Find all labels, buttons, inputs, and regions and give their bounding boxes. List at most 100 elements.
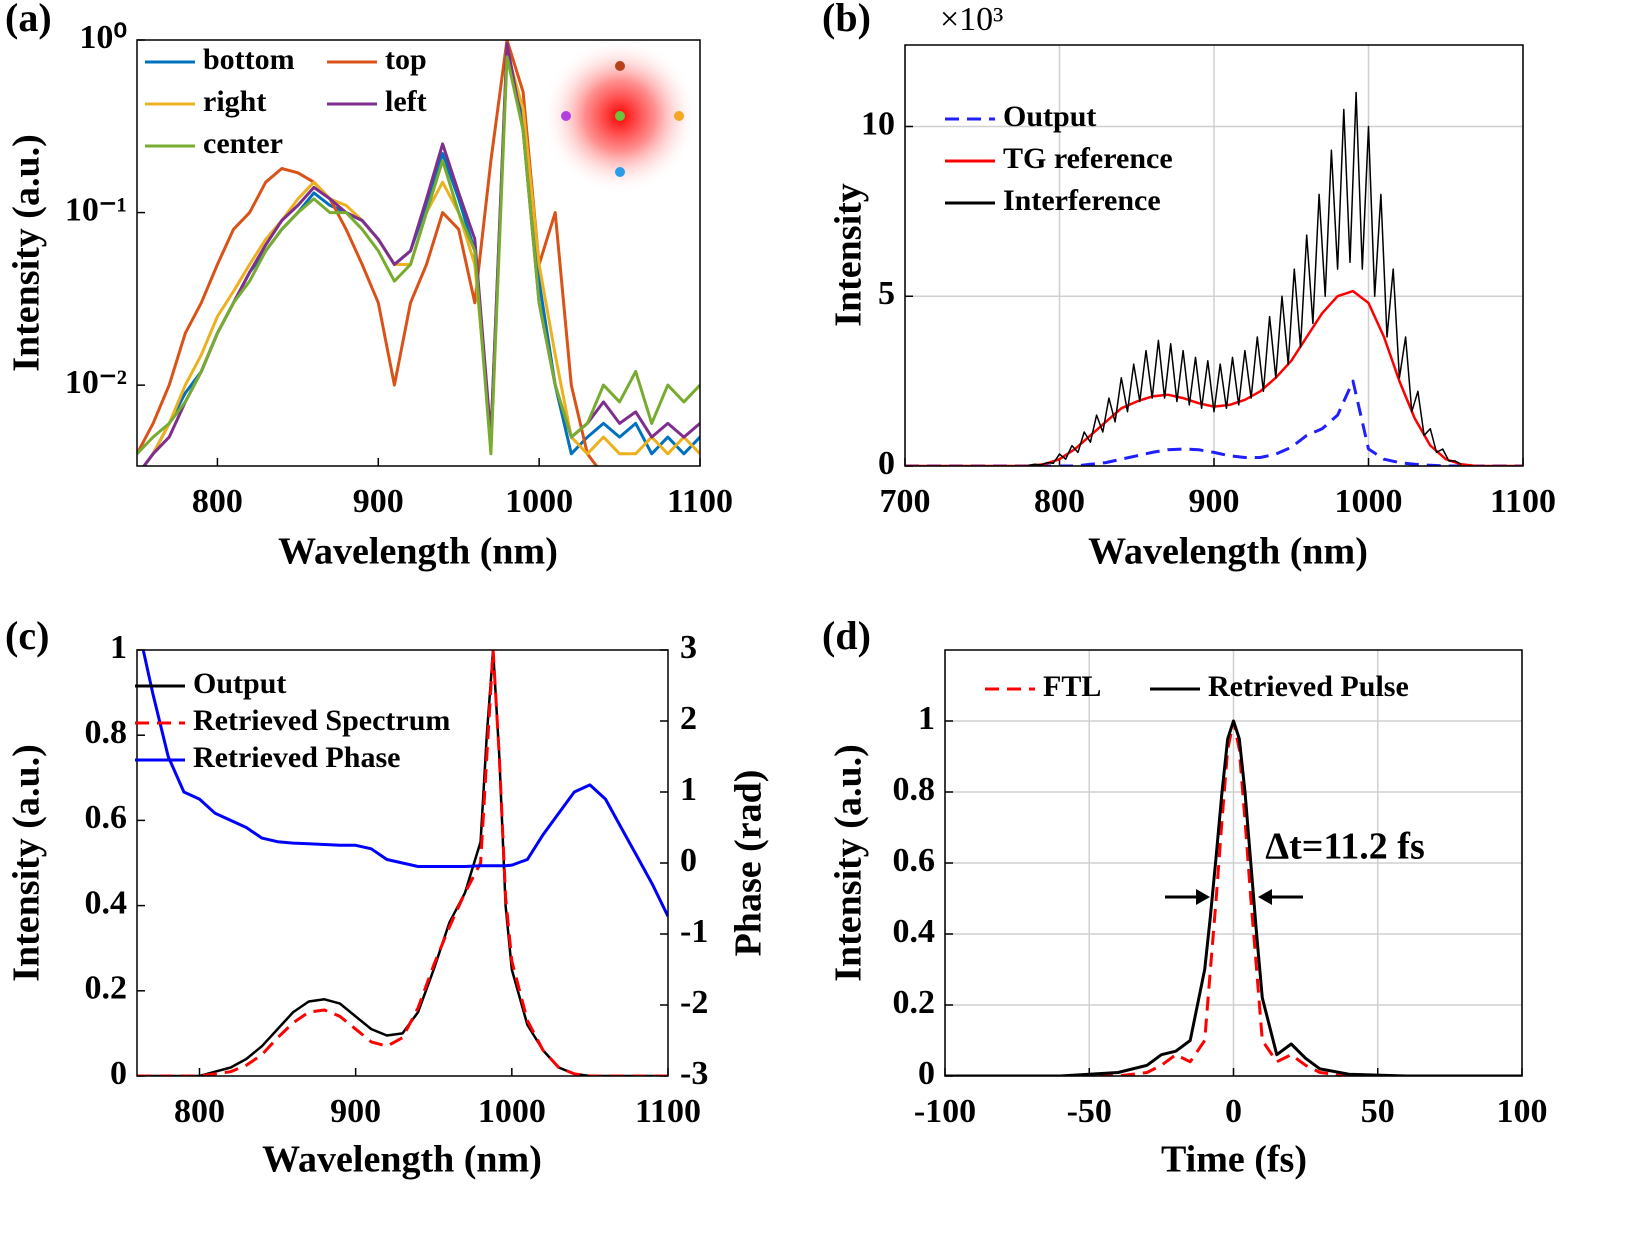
y-tick-label: 0.6 [85, 799, 128, 836]
data-line [905, 379, 1523, 466]
y-tick-label: 0 [110, 1055, 127, 1092]
axes-frame [944, 649, 1523, 1077]
y2-tick-label: 1 [680, 771, 697, 808]
data-line [1028, 91, 1462, 466]
y-tick-label: 10⁻¹ [65, 191, 127, 228]
plot-lines [137, 40, 700, 466]
panel-label: (a) [5, 0, 52, 40]
y-axis-label: Intensity (a.u.) [828, 744, 870, 982]
y-tick-label: 1 [918, 700, 935, 737]
y2-tick-label: -2 [680, 984, 708, 1021]
x-tick-label: 1100 [635, 1093, 701, 1130]
y2-axis-label: Phase (rad) [728, 770, 770, 957]
legend-label: Output [1003, 100, 1096, 133]
x-axis-label: Wavelength (nm) [1088, 531, 1368, 573]
panel: -100 -50 0 50 100 0 0.2 0.4 0.6 0.8 1 FTL Retrieved … [822, 613, 1548, 1181]
panel: 800 900 1000 1100 0 0.2 0.4 0.6 0.8 1 -3 -2 -1 0 1 2 3 Ou… [5, 613, 770, 1181]
axes-frame [136, 39, 701, 467]
y-tick-label: 0.4 [85, 884, 128, 921]
x-tick-label: 1000 [478, 1093, 546, 1130]
x-tick-label: 800 [192, 483, 243, 520]
y-tick-label: 10⁻² [65, 364, 127, 401]
plot-lines [137, 650, 668, 1076]
x-tick-label: 1100 [667, 483, 733, 520]
y2-tick-label: 0 [680, 842, 697, 879]
x-tick-label: 800 [1034, 483, 1085, 520]
arrow-head [1196, 889, 1210, 905]
dot-left [561, 111, 571, 121]
legend-label: center [203, 127, 283, 160]
y-axis-label: Intensity [828, 183, 870, 327]
y2-tick-label: -1 [680, 913, 708, 950]
y-tick-label: 5 [878, 275, 895, 312]
y-tick-label: 0 [918, 1055, 935, 1092]
inset [542, 38, 698, 194]
x-tick-label: 0 [1225, 1093, 1242, 1130]
legend-label: Retrieved Phase [193, 741, 400, 774]
data-line [141, 650, 668, 917]
panel: 800 900 1000 1100 10⁰ 10⁻¹ 10⁻² bottom top right l… [5, 0, 733, 573]
x-tick-label: 900 [330, 1093, 381, 1130]
y-tick-label: 10 [861, 105, 895, 142]
pulse-width-arrows [1165, 889, 1303, 905]
dot-bottom [615, 167, 625, 177]
annotation: Δt=11.2 fs [1265, 826, 1424, 868]
plot-lines [905, 91, 1523, 466]
x-tick-label: 700 [880, 483, 931, 520]
y-axis-label: Intensity (a.u.) [6, 134, 48, 372]
x-axis-label: Time (fs) [1161, 1139, 1307, 1181]
dot-top [615, 61, 625, 71]
x-tick-label: -100 [914, 1093, 976, 1130]
y-tick-label: 0.2 [893, 984, 936, 1021]
x-tick-label: 1000 [505, 483, 573, 520]
panel: 700 800 900 1000 1100 0 5 10 Output TG reference I… [822, 0, 1556, 573]
plot-lines [945, 719, 1522, 1076]
panel-label: (b) [822, 0, 871, 40]
y2-tick-label: 3 [680, 629, 697, 666]
y-multiplier: ×10³ [940, 1, 1003, 38]
x-tick-label: 1000 [1335, 483, 1403, 520]
y-tick-label: 0 [878, 445, 895, 482]
y-axis-label: Intensity (a.u.) [6, 744, 48, 982]
panel-label: (d) [822, 613, 871, 658]
x-axis-label: Wavelength (nm) [278, 531, 558, 573]
legend-label: top [385, 43, 427, 76]
x-tick-label: 50 [1361, 1093, 1395, 1130]
panel-label: (c) [5, 613, 49, 658]
legend-label: Retrieved Pulse [1208, 670, 1409, 703]
y-tick-label: 10⁰ [79, 19, 127, 56]
y2-tick-label: -3 [680, 1055, 708, 1092]
legend-label: Output [193, 667, 286, 700]
x-tick-label: -50 [1067, 1093, 1112, 1130]
data-line [137, 40, 599, 466]
y2-tick-label: 2 [680, 700, 697, 737]
x-tick-label: 100 [1497, 1093, 1548, 1130]
x-tick-label: 900 [353, 483, 404, 520]
y-tick-label: 0.8 [85, 714, 128, 751]
axes-frame [904, 44, 1524, 467]
y-tick-label: 0.8 [893, 771, 936, 808]
legend-label: bottom [203, 43, 295, 76]
legend-label: left [385, 85, 427, 118]
axes-frame [136, 649, 669, 1077]
legend-label: Retrieved Spectrum [193, 704, 450, 737]
legend-label: Interference [1003, 184, 1161, 217]
y-tick-label: 0.2 [85, 970, 128, 1007]
y-tick-label: 0.6 [893, 842, 936, 879]
legend-label: right [203, 85, 266, 118]
arrow-head [1258, 889, 1272, 905]
dot-right [674, 111, 684, 121]
legend-label: TG reference [1003, 142, 1173, 175]
x-tick-label: 800 [174, 1093, 225, 1130]
y-tick-label: 1 [110, 629, 127, 666]
data-line [945, 719, 1522, 1076]
dot-center [615, 111, 625, 121]
data-line [137, 55, 700, 456]
x-tick-label: 900 [1189, 483, 1240, 520]
data-line [137, 650, 668, 1076]
x-tick-label: 1100 [1490, 483, 1556, 520]
legend-label: FTL [1043, 670, 1101, 703]
x-axis-label: Wavelength (nm) [262, 1139, 542, 1181]
y-tick-label: 0.4 [893, 913, 936, 950]
